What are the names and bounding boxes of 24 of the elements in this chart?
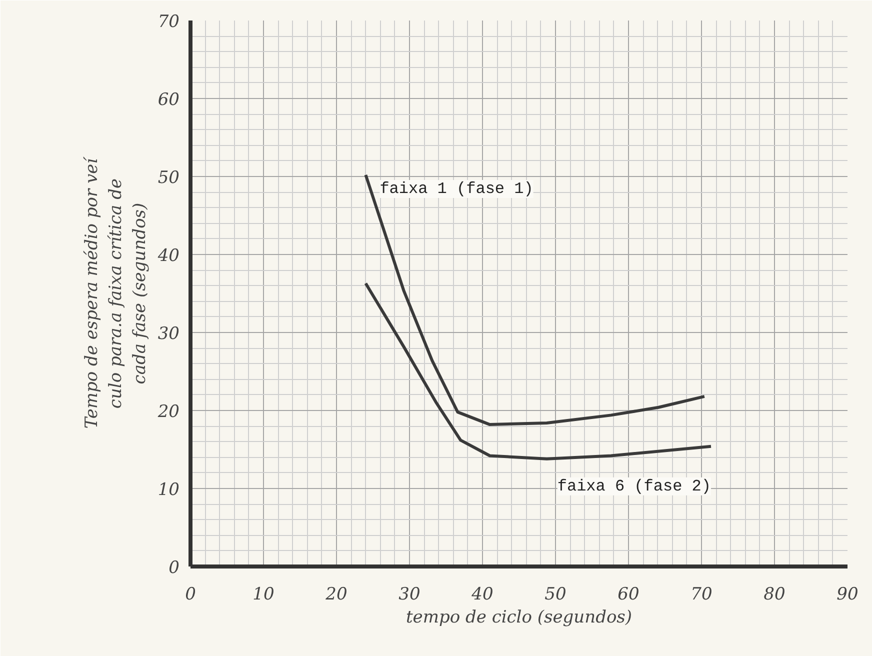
y-tick-label: 40 xyxy=(156,246,180,266)
x-tick-label: 50 xyxy=(544,584,566,604)
x-axis-title: tempo de ciclo (segundos) xyxy=(406,608,632,628)
series-label: faixa 6 (fase 2) xyxy=(557,477,711,496)
x-tick-label: 20 xyxy=(324,584,348,604)
y-tick-label: 20 xyxy=(156,402,180,422)
x-tick-label: 80 xyxy=(764,584,786,604)
series-label: faixa 1 (fase 1) xyxy=(380,180,534,198)
line-series xyxy=(364,282,712,460)
y-tick-label: 30 xyxy=(158,324,180,344)
y-tick-label: 60 xyxy=(158,90,180,110)
x-tick-label: 40 xyxy=(470,584,494,604)
x-tick-label: 60 xyxy=(618,584,640,604)
x-tick-label: 10 xyxy=(252,584,274,604)
x-tick-label: 70 xyxy=(690,584,712,604)
y-tick-label: 50 xyxy=(158,168,180,188)
line-series xyxy=(364,173,706,426)
y-tick-label: 70 xyxy=(158,12,180,32)
y-tick-label: 10 xyxy=(158,480,180,500)
x-tick-label: 30 xyxy=(398,584,420,604)
x-tick-label: 90 xyxy=(836,584,858,604)
y-tick-label: 0 xyxy=(168,558,180,578)
y-axis-title: Tempo de espera médio por veí culo para.a faixa crítica de cada fase (segundos) xyxy=(82,156,150,429)
x-tick-label: 0 xyxy=(185,584,196,604)
